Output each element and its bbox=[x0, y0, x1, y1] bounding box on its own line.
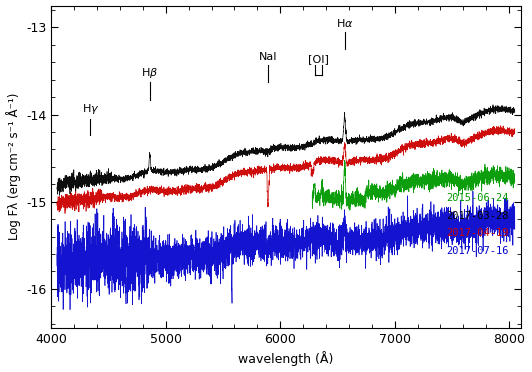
Text: [OI]: [OI] bbox=[307, 54, 329, 64]
Text: H$\gamma$: H$\gamma$ bbox=[81, 102, 99, 116]
Y-axis label: Log Fλ (erg cm⁻² s⁻¹ Å⁻¹): Log Fλ (erg cm⁻² s⁻¹ Å⁻¹) bbox=[5, 93, 21, 240]
Text: 2017-07-16: 2017-07-16 bbox=[446, 246, 509, 256]
Text: NaI: NaI bbox=[259, 52, 277, 62]
X-axis label: wavelength (Å): wavelength (Å) bbox=[238, 352, 334, 366]
Text: 2017-03-28: 2017-03-28 bbox=[446, 211, 509, 221]
Text: 2017-04-19: 2017-04-19 bbox=[446, 228, 509, 238]
Text: H$\alpha$: H$\alpha$ bbox=[336, 17, 353, 29]
Text: 2015-06-24: 2015-06-24 bbox=[446, 193, 509, 203]
Text: H$\beta$: H$\beta$ bbox=[142, 65, 159, 80]
